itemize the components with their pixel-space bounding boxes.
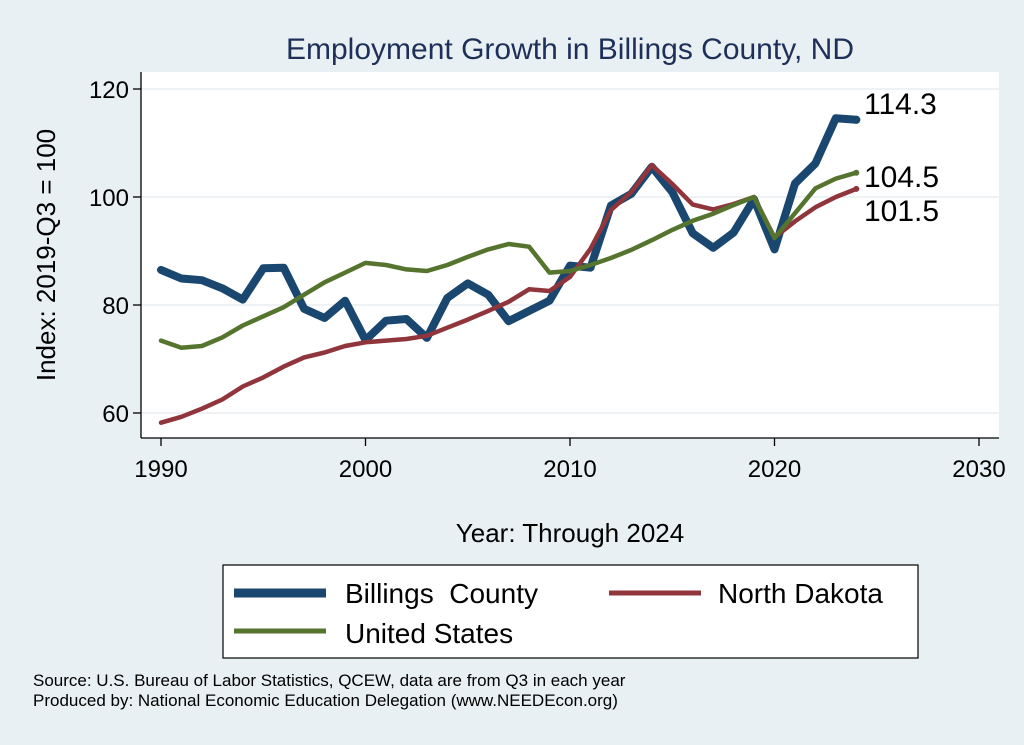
y-tick-label-80: 80: [102, 293, 129, 320]
end-label-north-dakota: 101.5: [864, 195, 939, 228]
series-end-point-united-states: [853, 169, 860, 176]
producer-note: Produced by: National Economic Education…: [33, 691, 618, 710]
source-note: Source: U.S. Bureau of Labor Statistics,…: [33, 671, 626, 690]
y-tick-label-120: 120: [89, 77, 129, 104]
plot-area: [141, 72, 999, 438]
x-tick-label-1990: 1990: [134, 456, 187, 483]
legend-label-north-dakota: North Dakota: [718, 578, 883, 609]
end-label-united-states: 104.5: [864, 161, 939, 194]
legend: Billings County North Dakota United Stat…: [222, 564, 919, 659]
series-line-billings-county: [157, 114, 861, 345]
x-ticks: 1990 2000 2010 2020 2030: [134, 438, 1006, 483]
series-line-united-states: [158, 170, 859, 350]
y-axis-label: Index: 2019-Q3 = 100: [31, 129, 61, 381]
series-layer: [157, 114, 861, 425]
x-axis-label: Year: Through 2024: [456, 518, 684, 548]
legend-box: [222, 564, 919, 659]
legend-label-united-states: United States: [345, 618, 513, 649]
y-tick-label-60: 60: [102, 401, 129, 428]
series-end-point-billings-county: [852, 115, 861, 124]
y-ticks: 60 80 100 120: [89, 77, 141, 428]
x-tick-label-2010: 2010: [543, 456, 596, 483]
chart-title: Employment Growth in Billings County, ND: [286, 33, 854, 66]
x-tick-label-2030: 2030: [952, 456, 1005, 483]
series-end-point-north-dakota: [853, 185, 860, 192]
y-tick-label-100: 100: [89, 185, 129, 212]
x-tick-label-2000: 2000: [339, 456, 392, 483]
x-tick-label-2020: 2020: [748, 456, 801, 483]
legend-label-billings-county: Billings County: [345, 578, 538, 609]
end-label-billings-county: 114.3: [864, 88, 937, 121]
